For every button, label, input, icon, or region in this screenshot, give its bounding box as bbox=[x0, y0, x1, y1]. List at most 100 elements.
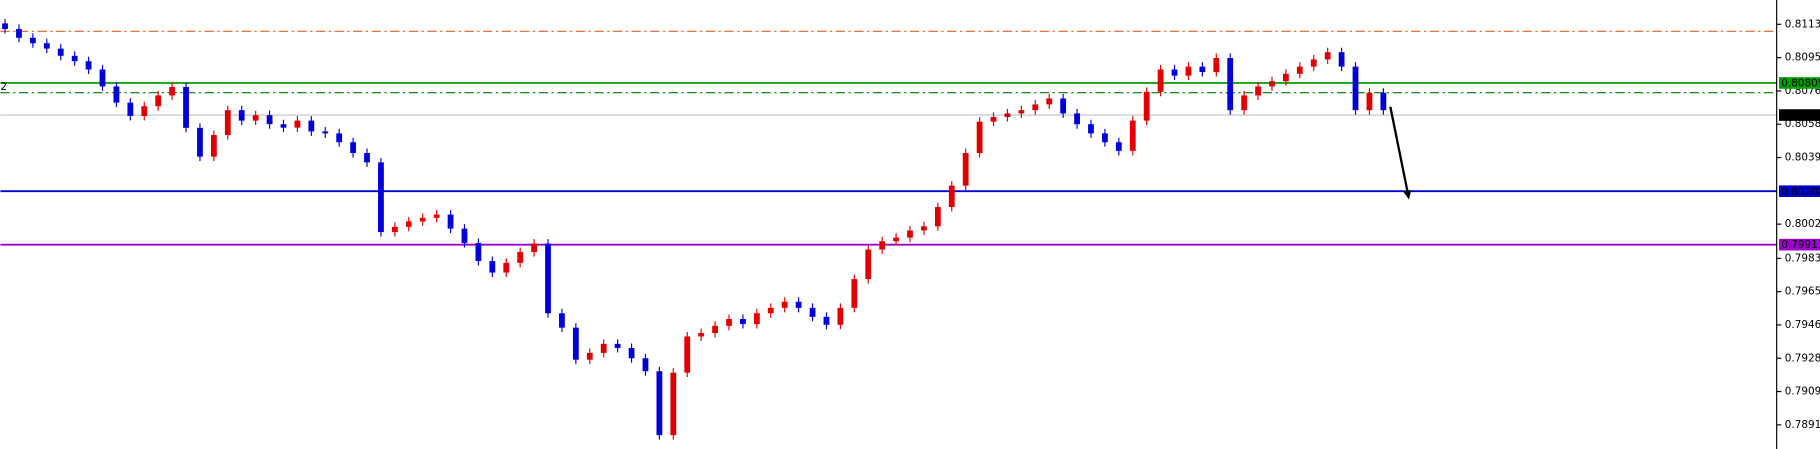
y-tick-label: 0.79465 bbox=[1785, 319, 1820, 331]
candle-body bbox=[57, 48, 64, 56]
candle-body bbox=[1296, 66, 1303, 74]
candle-body bbox=[433, 214, 440, 218]
level-label-box bbox=[1778, 109, 1820, 121]
candle-body bbox=[71, 55, 78, 62]
y-tick-label: 0.79650 bbox=[1785, 286, 1820, 298]
y-tick-label: 0.80025 bbox=[1785, 218, 1820, 230]
candle-body bbox=[642, 358, 649, 372]
candle-body bbox=[600, 343, 607, 353]
price-axis: 0.811350.809500.807650.805800.803950.800… bbox=[1776, 18, 1820, 431]
candle-body bbox=[113, 86, 120, 103]
candle-body bbox=[531, 243, 537, 253]
candle-body bbox=[503, 262, 510, 273]
candle-body bbox=[1171, 69, 1178, 76]
candle-body bbox=[475, 243, 482, 262]
candle-body bbox=[1018, 110, 1025, 114]
candle-body bbox=[1199, 66, 1206, 73]
candle-body bbox=[1102, 133, 1108, 143]
candle-body bbox=[99, 69, 106, 87]
candle-body bbox=[1115, 142, 1122, 151]
candle-body bbox=[155, 95, 162, 107]
candle-body bbox=[141, 106, 148, 116]
candle-body bbox=[43, 43, 50, 49]
y-tick-label: 0.80580 bbox=[1785, 118, 1820, 130]
y-tick-label: 0.79095 bbox=[1785, 386, 1820, 398]
candle-body bbox=[726, 319, 732, 326]
candle-body bbox=[1213, 57, 1220, 73]
candle-body bbox=[851, 279, 858, 308]
candle-body bbox=[670, 372, 677, 436]
candle-body bbox=[489, 261, 496, 273]
candle-body bbox=[336, 133, 343, 143]
candle-body bbox=[1283, 73, 1289, 82]
candle-body bbox=[934, 207, 941, 227]
candle-body bbox=[1143, 91, 1150, 121]
candle-body bbox=[378, 162, 384, 233]
candle-body bbox=[1352, 66, 1359, 111]
candle-body bbox=[656, 371, 663, 436]
levels bbox=[0, 30, 1777, 246]
level-label: 0.80208 bbox=[1781, 186, 1820, 198]
candle-body bbox=[1185, 66, 1192, 76]
candle-body bbox=[1324, 52, 1331, 60]
y-tick-label: 0.78910 bbox=[1785, 419, 1820, 431]
candle-body bbox=[364, 153, 370, 163]
candle-body bbox=[767, 307, 774, 314]
candle-body bbox=[405, 221, 412, 227]
candle-body bbox=[1060, 98, 1067, 114]
y-tick-label: 0.80950 bbox=[1785, 52, 1820, 64]
candle-body bbox=[865, 249, 872, 280]
candle-body bbox=[614, 343, 621, 349]
candle-body bbox=[559, 313, 565, 328]
candle-body bbox=[948, 185, 955, 208]
candle-body bbox=[461, 228, 468, 244]
candle-body bbox=[1227, 57, 1234, 111]
candle-body bbox=[1269, 81, 1275, 87]
candle-body bbox=[210, 135, 217, 157]
candle-body bbox=[322, 131, 329, 134]
candle-body bbox=[753, 313, 760, 325]
candle-body bbox=[823, 316, 830, 325]
level-label-box bbox=[1778, 77, 1820, 89]
candle-body bbox=[893, 237, 899, 242]
candle-body bbox=[781, 301, 788, 308]
candle-body bbox=[2, 23, 8, 29]
candle-body bbox=[545, 243, 551, 314]
candle-body bbox=[1380, 92, 1387, 111]
level-label-box bbox=[1778, 238, 1820, 251]
candle-body bbox=[837, 307, 844, 325]
candle-body bbox=[1046, 98, 1053, 105]
candle-body bbox=[280, 124, 287, 128]
level-label: 0.79911 bbox=[1781, 239, 1820, 251]
candle-body bbox=[572, 327, 579, 360]
arrow-shaft bbox=[1389, 106, 1409, 193]
candle-body bbox=[391, 226, 398, 233]
candle-body bbox=[447, 214, 454, 229]
candle-body bbox=[1255, 86, 1261, 96]
candle-body bbox=[16, 28, 22, 38]
candle-body bbox=[879, 241, 886, 250]
y-tick-label: 0.80395 bbox=[1785, 152, 1820, 164]
candles bbox=[2, 18, 1387, 440]
candle-body bbox=[1338, 52, 1345, 67]
candle-body bbox=[809, 307, 816, 317]
candle-body bbox=[1241, 95, 1248, 111]
candle-body bbox=[85, 61, 92, 70]
candle-body bbox=[907, 230, 913, 238]
candle-body bbox=[795, 301, 802, 308]
candle-body bbox=[921, 226, 927, 231]
candle-body bbox=[1032, 104, 1039, 111]
candle-body bbox=[29, 37, 36, 44]
candle-body bbox=[698, 333, 705, 337]
candle-body bbox=[990, 117, 997, 122]
candle-body bbox=[350, 142, 357, 154]
candle-body bbox=[1088, 124, 1094, 134]
candle-body bbox=[419, 217, 426, 222]
candle-body bbox=[266, 115, 273, 125]
candle-body bbox=[224, 110, 231, 136]
forecast-arrow bbox=[1389, 106, 1412, 200]
y-tick-label: 0.79280 bbox=[1785, 352, 1820, 364]
level-label: 0.80809 bbox=[1781, 78, 1820, 90]
